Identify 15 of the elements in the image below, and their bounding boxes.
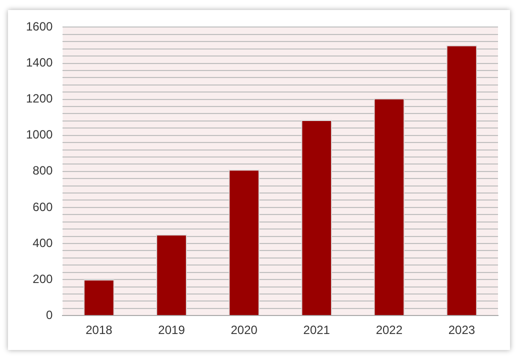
y-tick-label: 1000 (26, 128, 54, 142)
x-tick-label: 2022 (376, 323, 403, 338)
x-tick-label: 2023 (448, 323, 476, 338)
y-tick-label: 0 (46, 308, 54, 322)
y-tick-label: 1200 (26, 92, 54, 106)
y-tick-label: 1400 (26, 56, 54, 70)
y-tick-label: 200 (32, 272, 54, 286)
y-tick-label: 600 (32, 200, 54, 214)
x-tick-label: 2020 (230, 323, 258, 338)
x-tick-label: 2019 (158, 323, 186, 338)
y-tick-label: 1600 (26, 20, 54, 34)
y-tick-label: 800 (32, 164, 54, 178)
y-tick-label: 400 (32, 236, 54, 250)
x-tick-label: 2018 (86, 323, 113, 338)
x-tick-label: 2021 (303, 323, 330, 338)
